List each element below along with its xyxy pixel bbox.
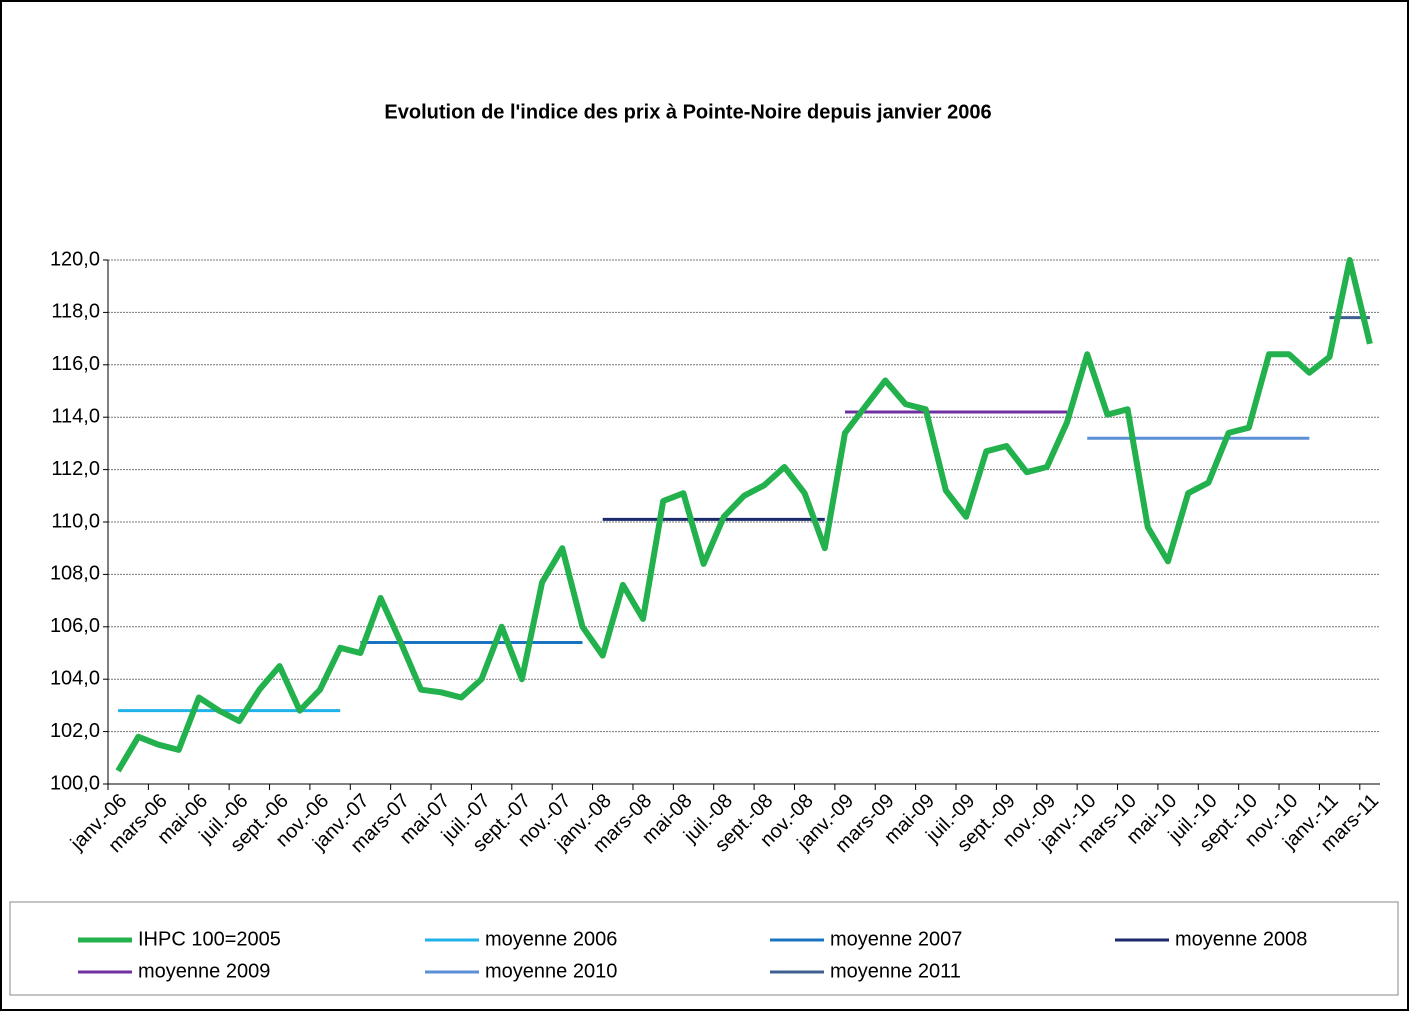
- legend-label: moyenne 2010: [485, 960, 617, 982]
- y-tick-label: 114,0: [51, 405, 100, 427]
- legend-label: moyenne 2008: [1175, 928, 1307, 950]
- legend-box: [9, 901, 1399, 996]
- legend-label: moyenne 2006: [485, 928, 617, 950]
- series-line: [115, 257, 1373, 773]
- legend-label: IHPC 100=2005: [138, 928, 281, 950]
- y-tick-label: 100,0: [50, 772, 100, 794]
- y-tick-label: 120,0: [50, 248, 100, 270]
- y-tick-label: 118,0: [51, 301, 100, 323]
- legend-label: moyenne 2011: [830, 960, 961, 982]
- y-tick-label: 108,0: [50, 563, 100, 585]
- legend-label: moyenne 2007: [830, 928, 962, 950]
- chart-title: Evolution de l'indice des prix à Pointe-…: [384, 101, 991, 123]
- y-tick-label: 102,0: [50, 720, 100, 742]
- y-tick-label: 106,0: [50, 615, 100, 637]
- y-tick-label: 110,0: [51, 510, 100, 532]
- y-tick-label: 116,0: [51, 353, 100, 375]
- y-tick-label: 112,0: [51, 458, 100, 480]
- y-tick-label: 104,0: [50, 667, 100, 689]
- legend-label: moyenne 2009: [138, 960, 270, 982]
